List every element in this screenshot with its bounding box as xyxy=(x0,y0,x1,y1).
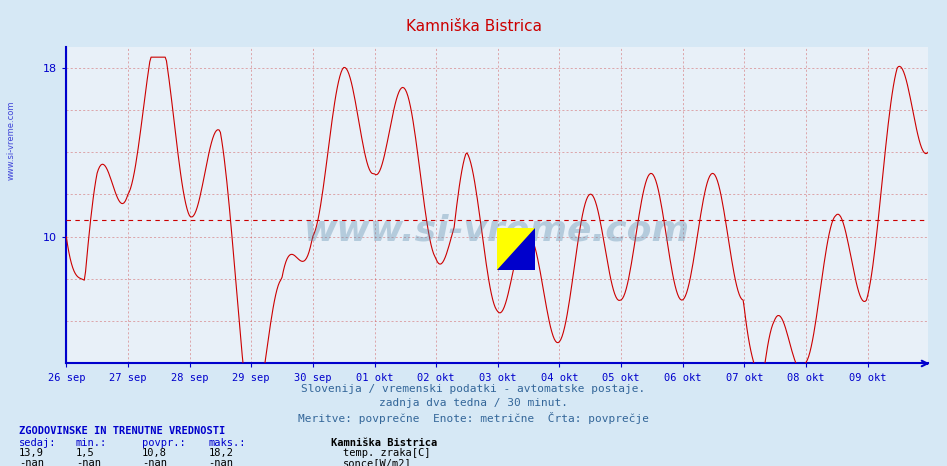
Text: Kamniška Bistrica: Kamniška Bistrica xyxy=(405,19,542,34)
Text: -nan: -nan xyxy=(142,458,167,466)
Polygon shape xyxy=(497,228,535,270)
Text: 1,5: 1,5 xyxy=(76,448,95,458)
Text: 13,9: 13,9 xyxy=(19,448,44,458)
Text: sonce[W/m2]: sonce[W/m2] xyxy=(343,458,412,466)
Polygon shape xyxy=(497,228,535,270)
Text: 10,8: 10,8 xyxy=(142,448,167,458)
Text: Meritve: povprečne  Enote: metrične  Črta: povprečje: Meritve: povprečne Enote: metrične Črta:… xyxy=(298,412,649,425)
Text: temp. zraka[C]: temp. zraka[C] xyxy=(343,448,430,458)
Text: Kamniška Bistrica: Kamniška Bistrica xyxy=(331,438,438,448)
Text: min.:: min.: xyxy=(76,438,107,448)
Text: www.si-vreme.com: www.si-vreme.com xyxy=(7,100,16,179)
Text: -nan: -nan xyxy=(19,458,44,466)
Text: -nan: -nan xyxy=(208,458,233,466)
Text: ZGODOVINSKE IN TRENUTNE VREDNOSTI: ZGODOVINSKE IN TRENUTNE VREDNOSTI xyxy=(19,426,225,436)
Text: www.si-vreme.com: www.si-vreme.com xyxy=(304,213,690,247)
Text: -nan: -nan xyxy=(76,458,100,466)
Text: povpr.:: povpr.: xyxy=(142,438,186,448)
Text: 18,2: 18,2 xyxy=(208,448,233,458)
Text: zadnja dva tedna / 30 minut.: zadnja dva tedna / 30 minut. xyxy=(379,398,568,408)
Text: sedaj:: sedaj: xyxy=(19,438,57,448)
Polygon shape xyxy=(497,228,535,270)
Text: maks.:: maks.: xyxy=(208,438,246,448)
Text: Slovenija / vremenski podatki - avtomatske postaje.: Slovenija / vremenski podatki - avtomats… xyxy=(301,384,646,394)
